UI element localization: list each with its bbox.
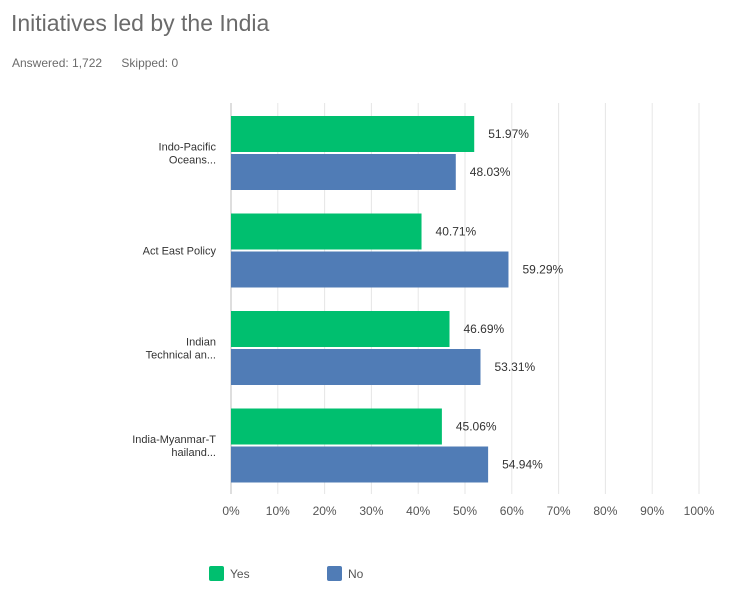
chart-title: Initiatives led by the India — [11, 10, 270, 36]
category-label: hailand... — [171, 447, 216, 459]
x-tick-label: 70% — [547, 504, 571, 518]
x-tick-label: 30% — [359, 504, 383, 518]
legend-item-no[interactable]: No — [327, 566, 363, 581]
category-label: Indo-Pacific — [159, 142, 217, 154]
bar-yes — [231, 116, 475, 152]
data-label: 51.97% — [488, 127, 529, 141]
x-tick-label: 20% — [313, 504, 337, 518]
bar-chart: 0% 10% 20% 30% 40% 50% 60% 70% 80% 90% 100% 51.97% 4… — [132, 103, 715, 518]
data-label: 46.69% — [464, 322, 505, 336]
legend-swatch-no — [327, 566, 342, 581]
response-stats: Answered: 1,722 Skipped: 0 — [12, 56, 194, 70]
x-tick-label: 50% — [453, 504, 477, 518]
bar-no — [231, 446, 489, 483]
data-label: 48.03% — [470, 165, 511, 179]
bar-no — [231, 251, 509, 288]
data-label: 53.31% — [494, 360, 535, 374]
legend-label-yes: Yes — [230, 566, 250, 581]
bar-no — [231, 349, 481, 385]
answered-count: Answered: 1,722 — [12, 56, 103, 70]
category-label: Technical an... — [146, 350, 216, 362]
x-tick-label: 80% — [593, 504, 617, 518]
x-tick-label: 40% — [406, 504, 430, 518]
x-tick-label: 60% — [500, 504, 524, 518]
category-label: India-Myanmar-T — [132, 434, 216, 446]
bar-no — [231, 154, 456, 190]
data-label: 45.06% — [456, 420, 497, 434]
x-tick-label: 100% — [684, 504, 715, 518]
bar-yes — [231, 408, 442, 445]
data-label: 54.94% — [502, 458, 543, 472]
data-label: 59.29% — [522, 263, 563, 277]
x-tick-label: 10% — [266, 504, 290, 518]
data-label: 40.71% — [436, 225, 477, 239]
legend-label-no: No — [348, 566, 364, 581]
category-label: Indian — [186, 337, 216, 349]
category-label: Act East Policy — [143, 246, 217, 258]
bar-yes — [231, 213, 422, 250]
legend-swatch-yes — [209, 566, 224, 581]
x-tick-label: 0% — [222, 504, 240, 518]
skipped-count: Skipped: 0 — [121, 56, 179, 70]
category-label: Oceans... — [169, 155, 216, 167]
x-tick-label: 90% — [640, 504, 664, 518]
legend-item-yes[interactable]: Yes — [209, 566, 250, 581]
bar-yes — [231, 311, 450, 347]
